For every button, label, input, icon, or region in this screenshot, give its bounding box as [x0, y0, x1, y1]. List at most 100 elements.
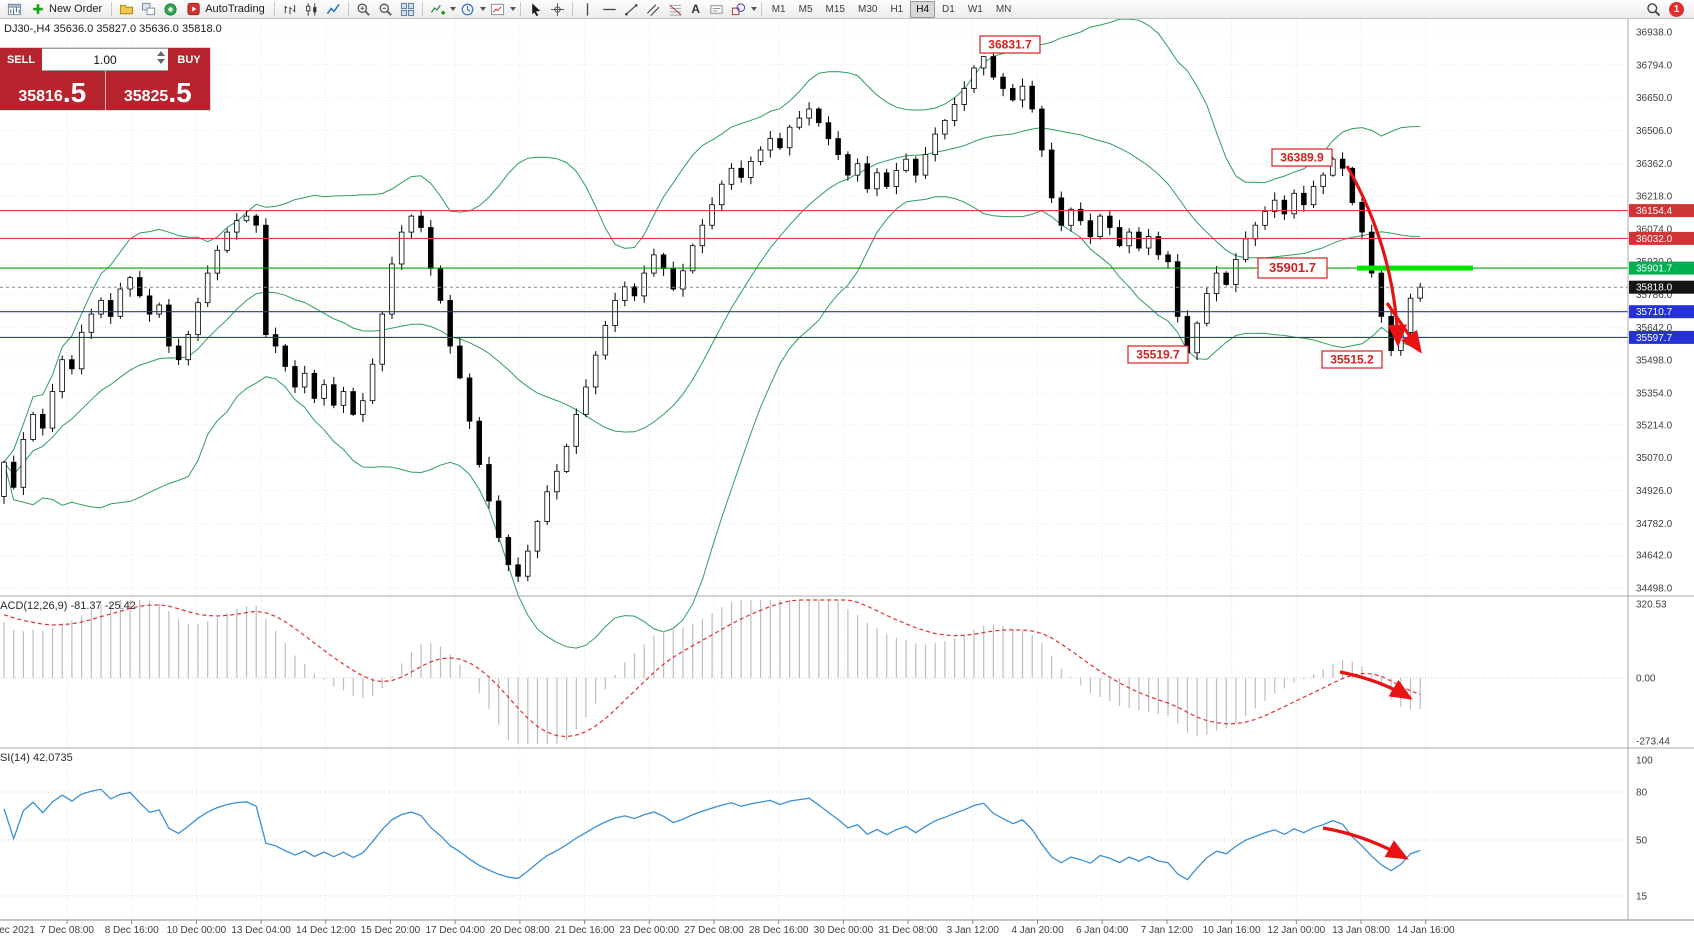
- bollinger-bands: [3, 18, 1421, 649]
- candlestick-chart-icon[interactable]: [301, 1, 322, 18]
- svg-text:35901.7: 35901.7: [1636, 264, 1673, 275]
- svg-text:13 Jan 08:00: 13 Jan 08:00: [1332, 925, 1390, 936]
- svg-text:7 Dec 08:00: 7 Dec 08:00: [40, 925, 94, 936]
- expert-advisors-icon[interactable]: [160, 1, 181, 18]
- sell-price-pips: .5: [62, 77, 87, 108]
- quote-panel-prices: 35816.5 35825.5: [0, 71, 210, 110]
- volume-down-icon[interactable]: [157, 59, 165, 64]
- highlighted-level-segment: [1357, 265, 1473, 271]
- zoom-in-icon[interactable]: [353, 1, 374, 18]
- svg-text:36074.0: 36074.0: [1636, 224, 1673, 235]
- axis-badge-35901.7: 35901.7: [1629, 261, 1694, 275]
- price-annotation-35519.7: 35519.7: [1127, 345, 1189, 364]
- timeframe-m5[interactable]: M5: [798, 3, 813, 15]
- sell-price[interactable]: 35816.5: [0, 71, 105, 110]
- horizontal-line-icon[interactable]: [599, 1, 620, 18]
- svg-text:10 Jan 16:00: 10 Jan 16:00: [1203, 925, 1261, 936]
- rsi-indicator-label: RSI(14) 42.0735: [0, 752, 73, 764]
- search-icon[interactable]: [1643, 1, 1664, 18]
- timeframe-w1[interactable]: W1: [967, 3, 983, 15]
- templates-icon-dropdown[interactable]: [509, 7, 516, 11]
- cycles-icon[interactable]: [457, 1, 478, 18]
- svg-text:31 Dec 08:00: 31 Dec 08:00: [878, 925, 938, 936]
- trend-arrow-3: [1339, 670, 1413, 700]
- svg-text:21 Dec 16:00: 21 Dec 16:00: [555, 925, 615, 936]
- svg-text:34498.0: 34498.0: [1636, 584, 1673, 595]
- svg-text:13 Dec 04:00: 13 Dec 04:00: [231, 925, 291, 936]
- shapes-icon[interactable]: [728, 1, 749, 18]
- trendline-icon[interactable]: [621, 1, 642, 18]
- buy-button[interactable]: BUY: [168, 48, 210, 71]
- fibonacci-icon[interactable]: [665, 1, 686, 18]
- price-annotation-35515.2: 35515.2: [1321, 350, 1383, 369]
- timeframe-h1[interactable]: H1: [890, 3, 904, 15]
- timeframe-h4[interactable]: H4: [910, 0, 936, 18]
- timeframe-m1[interactable]: M1: [771, 3, 786, 15]
- buy-price-pips: .5: [168, 77, 192, 108]
- svg-text:35354.0: 35354.0: [1636, 388, 1673, 399]
- indicators-icon[interactable]: [427, 1, 448, 18]
- text-icon[interactable]: A: [691, 2, 701, 16]
- svg-text:320.53: 320.53: [1636, 600, 1667, 611]
- timeframe-mn[interactable]: MN: [995, 3, 1012, 15]
- vertical-line-icon[interactable]: [577, 1, 598, 18]
- cycles-icon-dropdown[interactable]: [479, 7, 486, 11]
- svg-text:36650.0: 36650.0: [1636, 93, 1673, 104]
- zoom-out-icon[interactable]: [375, 1, 396, 18]
- chart-window-icon[interactable]: [4, 1, 25, 18]
- shapes-icon-dropdown[interactable]: [750, 7, 757, 11]
- svg-text:34782.0: 34782.0: [1636, 519, 1673, 530]
- timeframe-d1[interactable]: D1: [942, 3, 955, 15]
- toolbar-separator: [421, 2, 423, 16]
- autotrading-icon: [187, 2, 200, 16]
- svg-text:27 Dec 08:00: 27 Dec 08:00: [684, 925, 744, 936]
- volume-stepper[interactable]: [157, 51, 165, 64]
- svg-text:36154.4: 36154.4: [1636, 206, 1673, 217]
- timeframe-m30[interactable]: M30: [857, 3, 878, 15]
- templates-icon[interactable]: [487, 1, 508, 18]
- timeframe-m15[interactable]: M15: [825, 3, 845, 15]
- cursor-icon[interactable]: [525, 1, 546, 18]
- svg-text:34642.0: 34642.0: [1636, 551, 1673, 562]
- profiles-icon[interactable]: [116, 1, 137, 18]
- svg-text:36032.0: 36032.0: [1636, 234, 1673, 245]
- svg-text:0.00: 0.00: [1636, 673, 1656, 684]
- new-order-button[interactable]: New Order: [26, 1, 107, 18]
- autotrading-button[interactable]: AutoTrading: [182, 1, 270, 18]
- svg-text:36389.9: 36389.9: [1280, 151, 1324, 165]
- line-chart-icon[interactable]: [323, 1, 344, 18]
- rsi-line: [3, 788, 1421, 881]
- macd-indicator-label: MACD(12,26,9) -81.37 -25.42: [0, 600, 136, 612]
- one-click-trading-panel: SELL 1.00 BUY 35816.5 35825.5: [0, 48, 210, 110]
- svg-text:8 Dec 16:00: 8 Dec 16:00: [105, 925, 159, 936]
- bar-chart-icon[interactable]: [279, 1, 300, 18]
- text-label-icon[interactable]: [706, 1, 727, 18]
- svg-text:35901.7: 35901.7: [1269, 260, 1316, 275]
- price-axis[interactable]: 36938.0 36794.0 36650.0 36506.0 36362.0 36218…: [1629, 28, 1694, 903]
- sell-button[interactable]: SELL: [0, 48, 42, 71]
- tile-windows-icon[interactable]: [397, 1, 418, 18]
- panel-dividers: [0, 19, 1694, 921]
- svg-text:10 Dec 00:00: 10 Dec 00:00: [167, 925, 227, 936]
- channel-icon[interactable]: [643, 1, 664, 18]
- charts-grid-icon[interactable]: [138, 1, 159, 18]
- buy-price-main: 35825: [123, 88, 169, 105]
- volume-input[interactable]: 1.00: [42, 48, 168, 71]
- indicators-icon-dropdown[interactable]: [449, 7, 456, 11]
- time-axis[interactable]: Dec 2021 7 Dec 08:00 8 Dec 16:00 10 Dec 00:…: [0, 920, 1455, 936]
- crosshair-icon[interactable]: [547, 1, 568, 18]
- sell-price-main: 35816: [18, 88, 63, 105]
- toolbar: New Order AutoTrading A M1 M5 M15 M30 H1 H4 D1 W1 M…: [0, 0, 1694, 19]
- buy-price[interactable]: 35825.5: [105, 71, 210, 110]
- svg-text:7 Jan 12:00: 7 Jan 12:00: [1141, 925, 1194, 936]
- svg-text:35710.7: 35710.7: [1636, 307, 1673, 318]
- svg-text:35519.7: 35519.7: [1136, 348, 1180, 362]
- axis-badge-36154.4: 36154.4: [1629, 204, 1694, 218]
- svg-text:15: 15: [1636, 892, 1648, 903]
- svg-text:80: 80: [1636, 788, 1648, 799]
- notification-badge[interactable]: 1: [1669, 1, 1684, 17]
- volume-up-icon[interactable]: [157, 51, 165, 56]
- svg-text:35642.0: 35642.0: [1636, 323, 1673, 334]
